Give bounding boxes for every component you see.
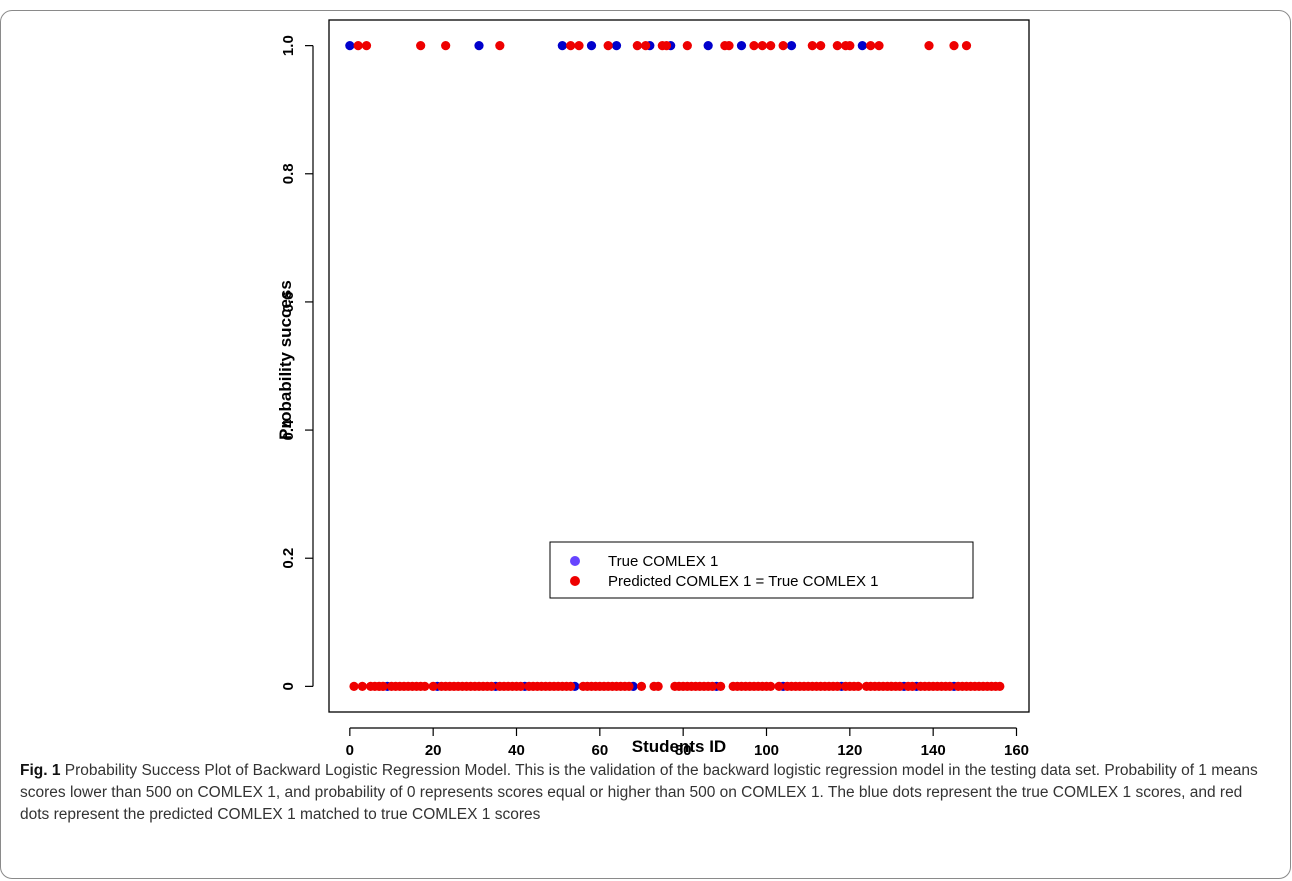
- data-points: [345, 41, 1005, 691]
- y-axis: 0 0.2 0.4 0.6 0.8 1.0: [280, 35, 314, 691]
- x-tick-label: 20: [425, 742, 442, 759]
- point-predicted: [716, 681, 726, 691]
- point-predicted: [349, 681, 359, 691]
- x-tick-label: 60: [591, 742, 608, 759]
- point-predicted: [766, 681, 776, 691]
- x-tick-label: 0: [346, 742, 354, 759]
- y-tick-label: 0.2: [280, 548, 297, 569]
- point-predicted: [778, 41, 788, 51]
- point-predicted: [566, 41, 576, 51]
- point-predicted: [907, 681, 917, 691]
- point-predicted: [574, 41, 584, 51]
- x-tick-label: 100: [754, 742, 779, 759]
- point-true: [586, 41, 597, 51]
- point-predicted: [724, 41, 734, 51]
- point-predicted: [486, 681, 497, 691]
- figure-frame: [0, 10, 1291, 879]
- point-predicted: [416, 41, 426, 51]
- point-predicted: [361, 41, 372, 51]
- x-axis: 0 20 40 60 80 100 120 140 160: [346, 727, 1029, 759]
- point-predicted: [441, 41, 451, 51]
- y-tick-label: 0: [280, 682, 297, 690]
- legend-box: [549, 541, 974, 599]
- point-predicted: [624, 681, 634, 691]
- point-true: [557, 41, 567, 51]
- point-predicted: [661, 41, 672, 51]
- point-true: [345, 41, 355, 51]
- y-tick-label: 0.4: [280, 419, 297, 441]
- legend-entry-true: True COMLEX 1: [608, 553, 718, 570]
- point-predicted: [357, 681, 367, 691]
- point-true: [736, 41, 747, 51]
- point-predicted: [603, 41, 613, 51]
- point-predicted: [774, 681, 784, 691]
- point-true: [786, 41, 797, 51]
- y-tick-label: 1.0: [280, 35, 297, 56]
- point-predicted: [949, 41, 959, 51]
- point-predicted: [961, 41, 972, 51]
- point-predicted: [682, 41, 692, 51]
- point-predicted: [632, 41, 642, 51]
- x-axis-label: Students ID: [632, 737, 726, 756]
- legend: True COMLEX 1 Predicted COMLEX 1 = True …: [549, 541, 974, 599]
- point-predicted: [495, 41, 505, 51]
- point-predicted: [924, 41, 934, 51]
- point-predicted: [995, 681, 1005, 691]
- point-predicted: [757, 41, 767, 51]
- point-predicted: [832, 41, 842, 51]
- point-predicted: [566, 681, 576, 691]
- y-tick-label: 0.6: [280, 291, 297, 312]
- point-predicted: [807, 41, 817, 51]
- point-predicted: [516, 681, 526, 691]
- point-predicted: [866, 41, 876, 51]
- point-true: [611, 41, 622, 51]
- legend-entry-predicted: Predicted COMLEX 1 = True COMLEX 1: [608, 573, 879, 590]
- x-tick-label: 140: [921, 742, 946, 759]
- point-predicted: [945, 681, 955, 691]
- point-predicted: [816, 41, 826, 51]
- point-true: [857, 41, 867, 51]
- point-true: [474, 41, 484, 51]
- point-predicted: [832, 681, 842, 691]
- point-predicted: [707, 681, 717, 691]
- point-predicted: [895, 681, 905, 691]
- x-tick-label: 120: [837, 742, 862, 759]
- scatter-plot: 0 20 40 60 80 100 120 140 160 0 0.2 0.4 0.6 0.8 1.0 S…: [276, 19, 1030, 759]
- figure-caption-text: Probability Success Plot of Backward Log…: [20, 762, 1258, 823]
- point-predicted: [749, 41, 759, 51]
- point-predicted: [420, 681, 430, 691]
- point-predicted: [766, 41, 776, 51]
- legend-marker-predicted: [570, 576, 580, 586]
- point-predicted: [378, 681, 388, 691]
- point-predicted: [845, 41, 855, 51]
- point-predicted: [636, 681, 647, 691]
- point-true: [703, 41, 713, 51]
- x-tick-label: 40: [508, 742, 525, 759]
- point-predicted: [641, 41, 651, 51]
- figure-label: Fig. 1: [20, 762, 61, 779]
- point-predicted: [853, 681, 863, 691]
- x-tick-label: 160: [1004, 742, 1029, 759]
- figure-caption: Fig. 1 Probability Success Plot of Backw…: [20, 760, 1275, 826]
- legend-marker-true: [570, 556, 580, 566]
- y-tick-label: 0.8: [280, 163, 297, 184]
- y-axis-label: Probability success: [276, 280, 295, 440]
- point-predicted: [428, 681, 438, 691]
- point-predicted: [874, 41, 884, 51]
- plot-box: [328, 19, 1030, 713]
- x-tick-label: 80: [675, 742, 692, 759]
- point-predicted: [653, 681, 663, 691]
- point-predicted: [353, 41, 363, 51]
